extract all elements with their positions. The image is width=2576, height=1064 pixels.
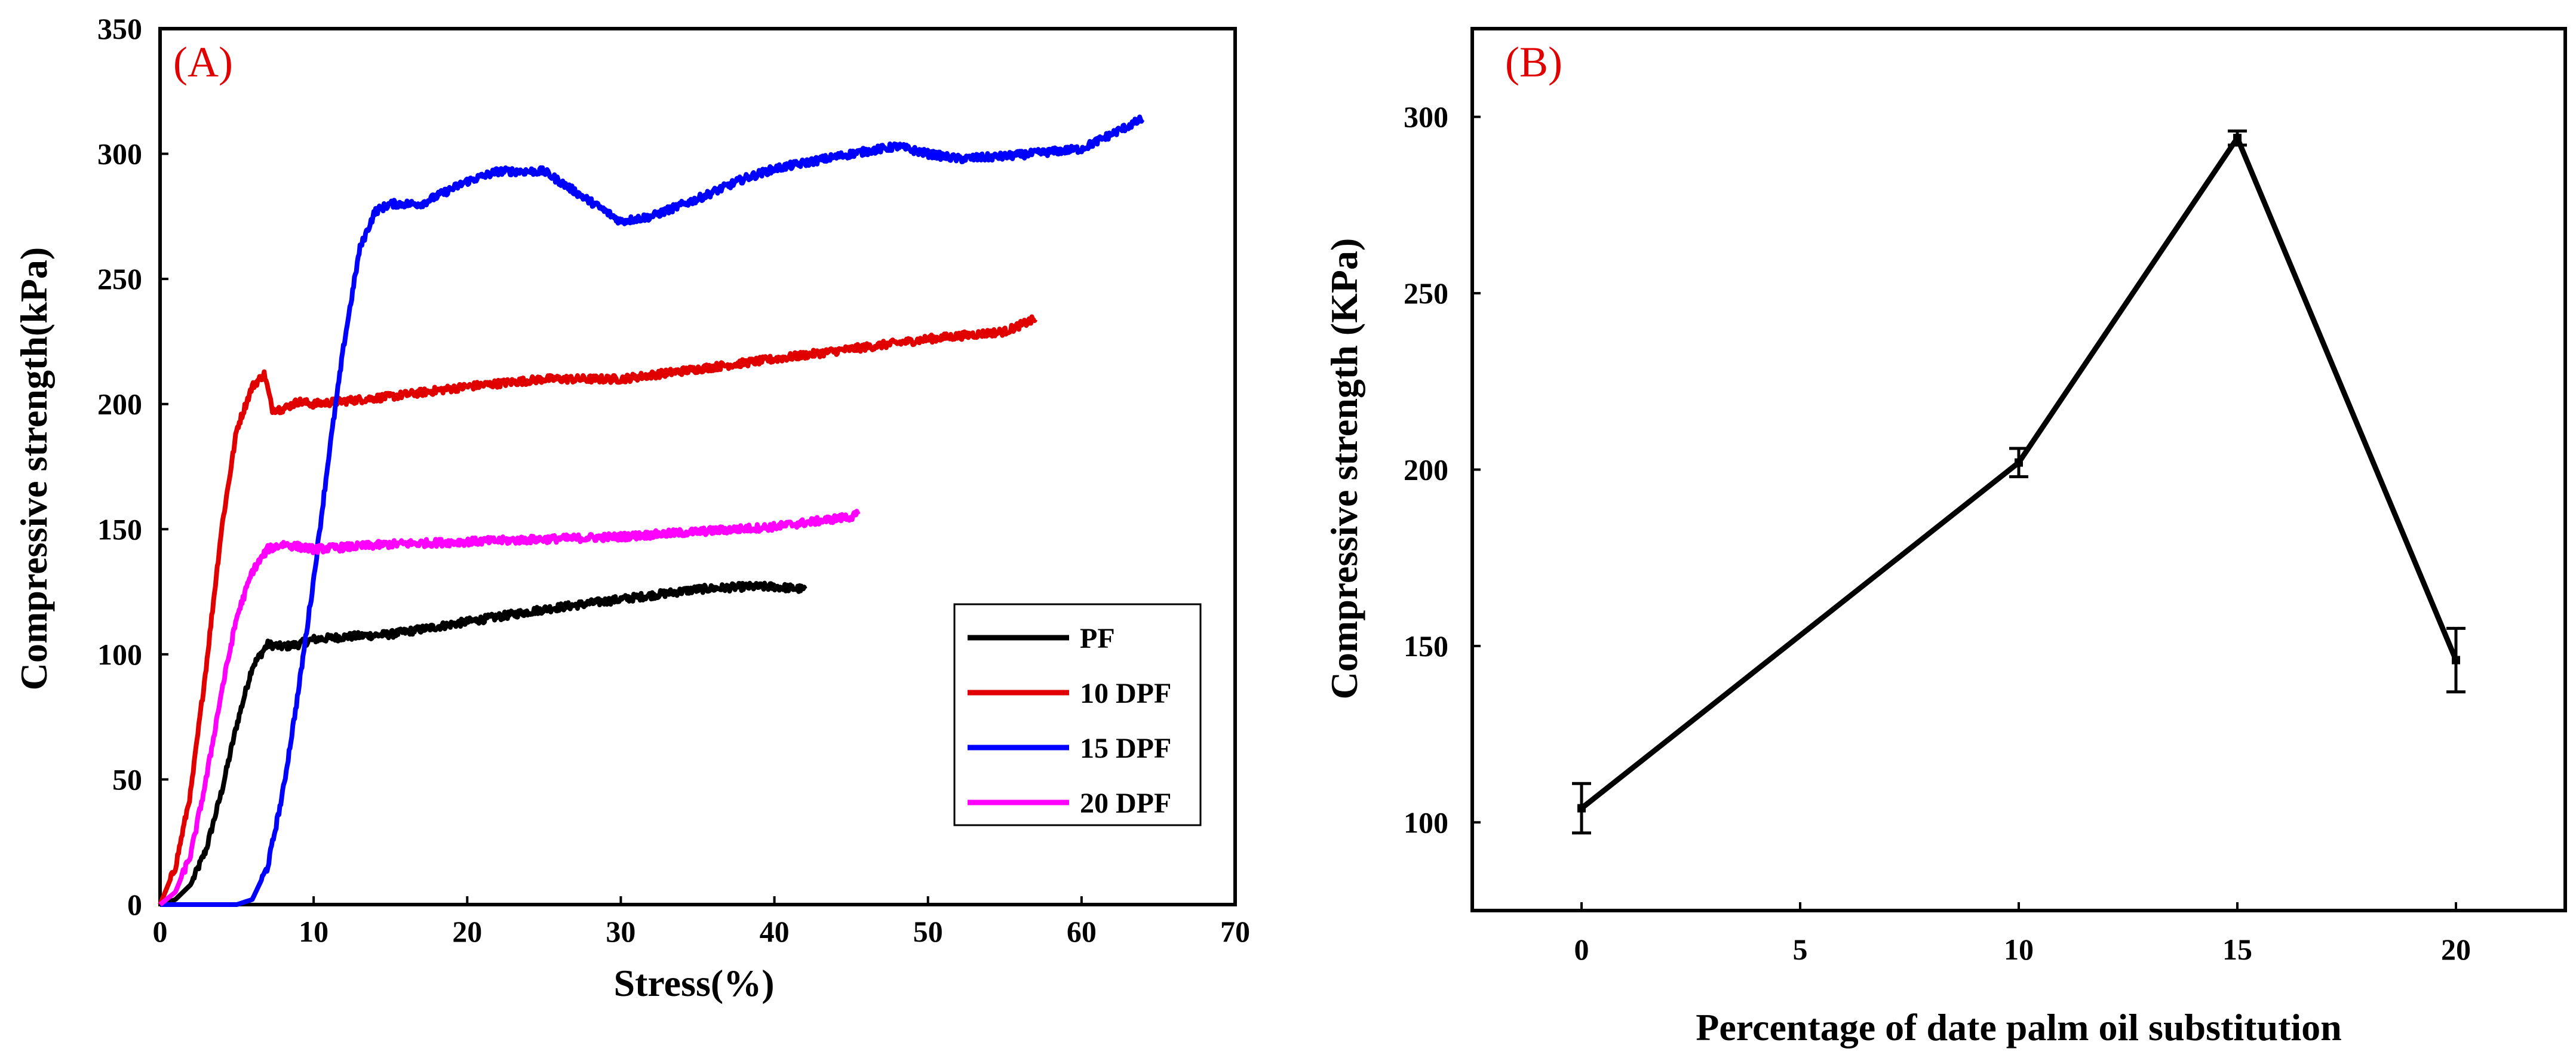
chart-a-legend-label-10-dpf: 10 DPF: [1080, 678, 1171, 709]
chart-b-y-axis-label: Compressive strength (KPa): [1323, 238, 1365, 700]
chart-a-x-tick-label: 0: [153, 915, 168, 948]
chart-a-legend-label-20-dpf: 20 DPF: [1080, 788, 1171, 819]
chart-a-x-axis-label: Stress(%): [614, 962, 775, 1004]
chart-a-plot-frame: [158, 27, 1237, 906]
chart-a-panel-label: (A): [173, 38, 233, 86]
chart-a-y-ticks: 0 50 100 150 200 250 300 350: [97, 12, 168, 921]
chart-b-x-axis-label: Percentage of date palm oil substitution: [1696, 1006, 2341, 1048]
chart-a-y-tick-label: 0: [127, 888, 142, 921]
chart-b-data-point: [2452, 656, 2460, 665]
chart-b-series: [1572, 129, 2466, 835]
chart-a-x-ticks: 0 10 20 30 40 50 60 70: [153, 896, 1250, 948]
chart-b-y-tick-label: 250: [1404, 276, 1448, 310]
chart-b-x-tick-label: 0: [1574, 933, 1589, 966]
chart-b-y-tick-label: 150: [1404, 629, 1448, 663]
chart-b-y-ticks: 100 150 200 250 300: [1404, 100, 1481, 839]
chart-b-data-point: [1577, 804, 1586, 813]
chart-a-legend-box: [953, 603, 1202, 826]
chart-a-y-tick-label: 150: [97, 512, 142, 546]
chart-b-x-tick-label: 20: [2441, 933, 2471, 966]
chart-a-legend: PF 10 DPF 15 DPF 20 DPF: [953, 603, 1202, 826]
chart-a-legend-label-15-dpf: 15 DPF: [1080, 733, 1171, 764]
chart-a-x-tick-label: 70: [1220, 915, 1250, 948]
chart-a-series-line-pf: [158, 580, 808, 907]
chart-a-y-tick-label: 200: [97, 388, 142, 421]
chart-b-y-tick-label: 200: [1404, 453, 1448, 487]
chart-a-series: [158, 114, 1145, 907]
chart-a-x-tick-label: 20: [452, 915, 482, 948]
chart-a-series-line-15-dpf: [158, 114, 1145, 907]
chart-b-x-tick-label: 10: [2004, 933, 2034, 966]
chart-a-y-axis-label: Compressive strength(kPa): [13, 247, 55, 690]
chart-b-data-point: [2233, 134, 2242, 143]
chart-a-y-tick-label: 350: [97, 12, 142, 45]
chart-b-panel-label: (B): [1505, 38, 1562, 86]
chart-a-y-tick-label: 300: [97, 137, 142, 171]
chart-b-x-tick-label: 15: [2222, 933, 2252, 966]
chart-b: (B) 100 150 200 250 300 0 5 10 15 20 Percentage …: [1323, 27, 2567, 1048]
chart-a-x-tick-label: 40: [760, 915, 790, 948]
chart-a-y-tick-label: 250: [97, 262, 142, 296]
chart-a-series-line-20-dpf: [158, 509, 861, 907]
chart-b-series-line: [1580, 135, 2459, 811]
chart-a-x-tick-label: 50: [913, 915, 943, 948]
chart-a-y-tick-label: 100: [97, 638, 142, 671]
chart-a-series-line-10-dpf: [158, 314, 1038, 906]
chart-b-x-ticks: 0 5 10 15 20: [1574, 902, 2471, 966]
chart-b-y-tick-label: 100: [1404, 805, 1448, 839]
chart-a-x-tick-label: 60: [1067, 915, 1097, 948]
chart-a-legend-label-pf: PF: [1080, 623, 1115, 654]
chart-b-x-tick-label: 5: [1793, 933, 1808, 966]
chart-b-data-point: [2015, 458, 2023, 467]
chart-b-y-tick-label: 300: [1404, 100, 1448, 134]
chart-a-y-tick-label: 50: [112, 762, 142, 796]
chart-a-x-tick-label: 10: [299, 915, 328, 948]
chart-a-x-tick-label: 30: [606, 915, 635, 948]
chart-a: (A) 0 50 100 150 200 250 300 350 0 10 20 30 40 50 60 7…: [13, 12, 1250, 1004]
